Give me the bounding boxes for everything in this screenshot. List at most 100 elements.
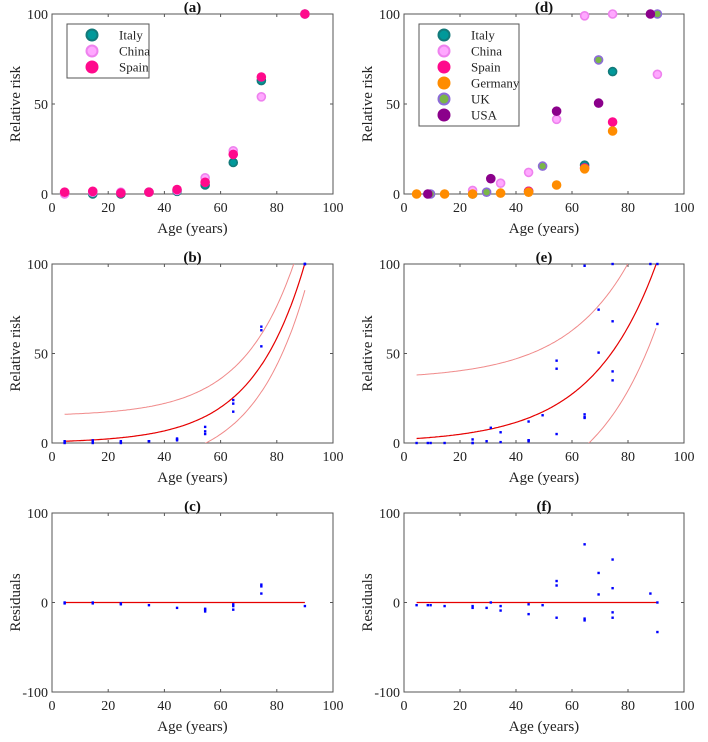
observed-point (555, 367, 558, 370)
legend-label-italy: Italy (119, 28, 143, 43)
observed-point (426, 441, 429, 445)
data-point-uk (481, 187, 492, 197)
residual-point (541, 603, 544, 607)
observed-point (232, 410, 235, 413)
legend-label-usa: USA (471, 108, 498, 123)
data-point-germany (439, 189, 450, 199)
observed-point (597, 351, 600, 354)
x-tick-label: 20 (453, 201, 467, 216)
observed-point (541, 414, 544, 417)
legend-marker-germany (437, 76, 451, 90)
panel-title: (a) (184, 0, 202, 16)
observed-point (203, 425, 207, 429)
y-axis-label: Relative risk (360, 65, 376, 142)
data-point-usa (593, 98, 604, 108)
panel-title: (b) (183, 250, 201, 266)
x-axis-label: Age (years) (157, 470, 227, 486)
residual-point (443, 604, 446, 608)
data-point-germany (411, 189, 422, 199)
axes-box (403, 263, 685, 444)
x-tick-label: 100 (674, 201, 695, 216)
residual-point (415, 603, 418, 607)
observed-point (649, 262, 652, 266)
data-point-china (551, 114, 562, 125)
y-tick-label: 0 (41, 437, 48, 452)
data-point-spain (87, 186, 98, 197)
residual-point (583, 617, 586, 620)
x-tick-label: 80 (621, 450, 635, 465)
data-point-italy (228, 157, 239, 168)
residual-point (611, 616, 614, 619)
observed-point (260, 329, 263, 332)
data-point-china (652, 69, 663, 80)
observed-point (485, 440, 488, 443)
legend-label-italy: Italy (471, 28, 495, 43)
legend-label-uk: UK (471, 92, 490, 107)
x-tick-label: 60 (565, 699, 579, 714)
legend-label-spain: Spain (119, 60, 149, 75)
observed-point (260, 325, 263, 328)
observed-point (203, 432, 207, 436)
data-point-usa (645, 9, 656, 19)
panel-title: (d) (535, 0, 553, 16)
data-point-spain (144, 187, 154, 197)
residual-point (203, 608, 207, 611)
y-tick-label: 0 (41, 597, 48, 612)
x-tick-label: 100 (674, 450, 695, 465)
y-tick-label: 0 (393, 437, 400, 452)
data-point-china (495, 178, 506, 188)
residual-point (583, 619, 586, 622)
x-tick-label: 80 (621, 201, 635, 216)
residual-point (232, 603, 235, 606)
observed-point (232, 402, 235, 405)
data-point-usa (485, 173, 496, 184)
upper-bound-line (416, 264, 629, 376)
observed-point (232, 398, 235, 402)
x-tick-label: 40 (157, 201, 171, 216)
y-tick-label: 50 (386, 348, 400, 363)
observed-point (555, 432, 558, 436)
residual-point (611, 558, 614, 561)
observed-point (527, 420, 530, 423)
lower-bound-line (588, 328, 657, 443)
observed-point (63, 441, 66, 445)
data-point-spain (607, 117, 618, 127)
x-axis-label: Age (years) (509, 470, 579, 486)
x-tick-label: 0 (401, 201, 408, 216)
residual-point (260, 592, 263, 595)
residual-point (63, 602, 66, 605)
y-tick-label: 100 (379, 258, 400, 273)
x-tick-label: 80 (621, 699, 635, 714)
data-point-china (579, 11, 590, 21)
residual-point (499, 609, 502, 612)
residual-point (499, 604, 502, 608)
y-tick-label: 0 (393, 188, 400, 203)
legend-label-china: China (471, 44, 502, 59)
y-tick-label: 100 (27, 507, 48, 522)
data-point-spain (256, 72, 267, 82)
observed-point (415, 441, 418, 445)
data-point-china (523, 167, 534, 178)
observed-point (583, 413, 586, 416)
data-point-germany (607, 126, 618, 136)
residual-point (555, 579, 558, 583)
observed-point (175, 437, 179, 440)
residual-point (485, 606, 488, 610)
observed-point (147, 440, 151, 443)
y-tick-label: 50 (34, 98, 48, 113)
legend-box (66, 23, 150, 79)
residual-point (91, 602, 94, 605)
x-tick-label: 80 (270, 699, 284, 714)
x-tick-label: 60 (214, 699, 228, 714)
x-tick-label: 20 (101, 450, 115, 465)
legend-marker-uk (437, 92, 451, 106)
residual-point (611, 611, 614, 614)
data-point-germany (467, 189, 478, 199)
x-tick-label: 0 (401, 450, 408, 465)
observed-point (499, 431, 502, 434)
data-point-germany (551, 180, 562, 190)
y-axis-label: Relative risk (8, 315, 24, 392)
x-axis-label: Age (years) (157, 719, 227, 735)
